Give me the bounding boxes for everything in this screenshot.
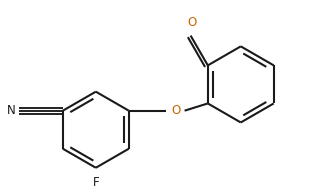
- Text: F: F: [92, 176, 99, 189]
- Text: O: O: [187, 16, 196, 29]
- Text: O: O: [171, 104, 180, 117]
- Text: N: N: [7, 104, 16, 117]
